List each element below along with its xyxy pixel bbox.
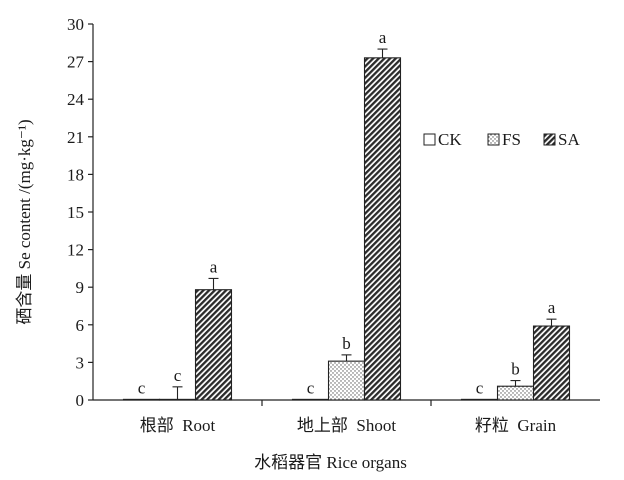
- legend: CK FS SA: [423, 130, 580, 149]
- legend-swatch-sa: [543, 133, 556, 146]
- labels: c c a 根部 Root c b a 地上部 Shoot c b a 籽粒 Grain 水稻器官 Ri…: [15, 28, 557, 472]
- x-category-label: 根部 Root: [140, 416, 216, 435]
- y-tick-label: 9: [76, 278, 85, 297]
- y-tick-label: 0: [76, 391, 85, 410]
- y-tick-label: 12: [67, 241, 84, 260]
- bar-fs: [327, 360, 366, 401]
- legend-label-sa: SA: [558, 130, 580, 149]
- legend-label-fs: FS: [502, 130, 521, 149]
- significance-letter: b: [511, 360, 520, 379]
- x-category-label: 籽粒 Grain: [475, 416, 557, 435]
- y-tick-label: 24: [67, 90, 85, 109]
- significance-letter: c: [476, 378, 484, 397]
- legend-swatch-fs: [487, 133, 500, 146]
- bar-ck: [291, 398, 330, 401]
- axes: 0 3 6 9 12 15 18 21 24 27 30: [67, 15, 600, 410]
- legend-swatch-ck: [423, 133, 436, 146]
- y-tick-label: 30: [67, 15, 84, 34]
- y-tick-label: 6: [76, 316, 85, 335]
- bar-sa: [363, 57, 402, 401]
- y-tick-label: 3: [76, 353, 85, 372]
- bar-fs: [158, 398, 197, 401]
- y-axis-title: 硒含量 Se content /(mg·kg⁻¹): [15, 119, 34, 324]
- significance-letter: b: [342, 334, 351, 353]
- bar-sa: [532, 325, 571, 401]
- bar-fs: [496, 385, 535, 401]
- y-tick-label: 18: [67, 165, 84, 184]
- significance-letter: c: [174, 366, 182, 385]
- x-axis-title: 水稻器官 Rice organs: [254, 453, 407, 472]
- y-tick-label: 21: [67, 128, 84, 147]
- significance-letter: c: [307, 378, 315, 397]
- y-tick-label: 15: [67, 203, 84, 222]
- legend-label-ck: CK: [438, 130, 462, 149]
- significance-letter: a: [548, 298, 556, 317]
- bar-ck: [122, 398, 161, 401]
- bars: [122, 48, 571, 401]
- significance-letter: a: [210, 257, 218, 276]
- x-category-label: 地上部 Shoot: [297, 416, 396, 435]
- y-tick-label: 27: [67, 53, 85, 72]
- bar-ck: [460, 398, 499, 401]
- significance-letter: c: [138, 378, 146, 397]
- significance-letter: a: [379, 28, 387, 47]
- bar-sa: [194, 289, 233, 401]
